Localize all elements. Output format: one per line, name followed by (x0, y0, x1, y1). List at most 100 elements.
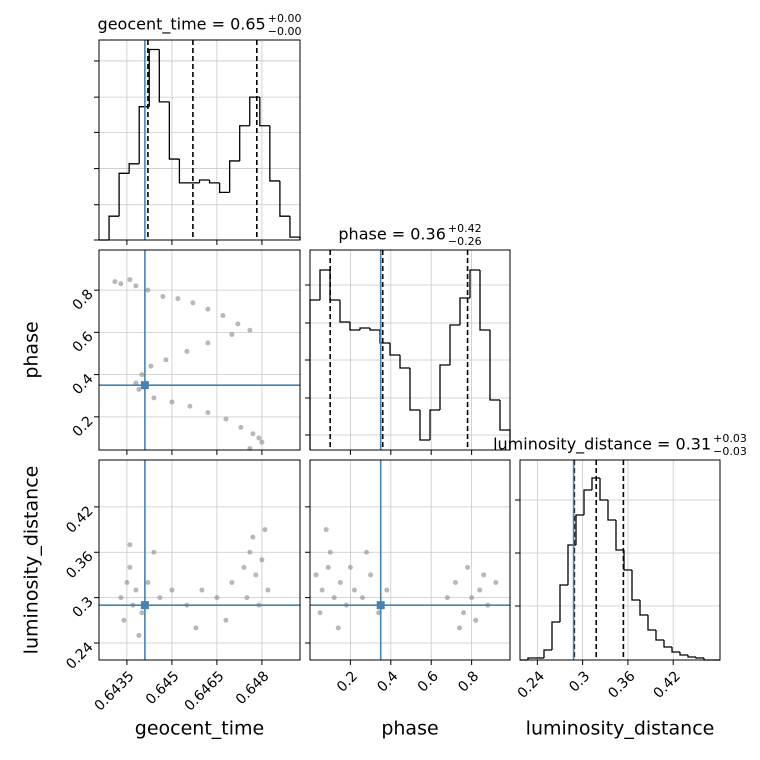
sample-point (136, 632, 142, 638)
sample-point (127, 277, 133, 283)
hist-bin (591, 477, 600, 490)
hist-bin (671, 647, 680, 653)
hist-bin (695, 657, 704, 659)
sample-point (139, 610, 145, 616)
sample-point (169, 587, 175, 593)
hist-bin (158, 49, 170, 103)
sample-point (364, 549, 370, 555)
hist-bin (439, 364, 450, 410)
panel-title: phase = 0.36 (338, 225, 445, 244)
hist-bin (663, 640, 672, 648)
hist-bin (631, 570, 640, 601)
hist-bin (449, 324, 460, 365)
panel-title: luminosity_distance = 0.31 (493, 435, 711, 455)
x-axis-label: phase (381, 718, 438, 740)
y-axis-label: luminosity_distance (21, 466, 43, 655)
hist-bin (679, 652, 688, 656)
sample-point (461, 610, 467, 616)
sample-point (368, 572, 374, 578)
hist-bin (469, 269, 480, 298)
hist-bin (459, 297, 470, 325)
title-lower: −0.26 (448, 235, 482, 248)
sample-point (223, 416, 229, 422)
sample-point (133, 587, 139, 593)
hist-bin (399, 355, 410, 369)
panel-frame (98, 249, 301, 451)
sample-point (223, 617, 229, 623)
sample-point (331, 595, 337, 601)
sample-point (157, 595, 163, 601)
hist-bin (647, 615, 656, 631)
sample-point (241, 564, 247, 570)
x-tick-label: 0.36 (605, 668, 638, 701)
sample-point (124, 579, 130, 585)
title-upper: +0.03 (713, 432, 747, 445)
sample-point (112, 279, 118, 285)
hist-bin (259, 97, 270, 127)
hist-bin (527, 657, 536, 660)
hist-bin (409, 368, 420, 411)
sample-point (444, 595, 450, 601)
sample-point (265, 587, 271, 593)
sample-point (247, 549, 253, 555)
hist-bin (369, 328, 380, 331)
hist-bin (575, 514, 584, 545)
y-tick-label: 0.8 (70, 286, 97, 313)
hist-bin (279, 180, 290, 217)
sample-point (205, 410, 211, 416)
sample-point (452, 579, 458, 585)
sample-point (250, 534, 256, 540)
sample-point (163, 357, 169, 363)
sample-point (317, 610, 323, 616)
sample-point (238, 424, 244, 430)
x-tick-label: 0.42 (651, 668, 684, 701)
sample-point (184, 348, 190, 354)
y-tick-label: 0.4 (70, 371, 97, 398)
sample-point (325, 564, 331, 570)
hist-bin (148, 48, 160, 107)
truth-marker (376, 601, 385, 610)
title-lower: −0.00 (268, 25, 302, 38)
title-upper: +0.00 (268, 12, 302, 25)
hist-bin (607, 500, 616, 521)
hist-bin (289, 216, 301, 240)
sample-point (313, 572, 319, 578)
sample-point (133, 380, 139, 386)
truth-marker (140, 601, 149, 610)
sample-point (139, 372, 145, 378)
hist-bin (208, 180, 220, 184)
hist-bin (479, 270, 490, 331)
hist-bin (229, 160, 240, 193)
hist-bin (118, 172, 130, 217)
sample-point (151, 549, 157, 555)
sample-point (121, 617, 127, 623)
hist-bin (249, 96, 260, 126)
sample-point (151, 395, 157, 401)
x-axis-label: geocent_time (135, 718, 264, 740)
sample-point (337, 579, 343, 585)
hist-bin (419, 410, 430, 441)
hist-bin (639, 600, 648, 616)
hist-bin (168, 101, 180, 160)
sample-point (347, 564, 353, 570)
sample-point (493, 579, 499, 585)
title-upper: +0.42 (448, 222, 482, 235)
hist-bin (583, 489, 592, 515)
sample-point (256, 435, 262, 441)
x-tick-label: 0.2 (334, 668, 361, 695)
x-tick-label: 0.6465 (182, 668, 228, 714)
x-tick-label: 0.4 (374, 668, 401, 695)
hist-bin (339, 300, 350, 323)
sample-point (244, 595, 250, 601)
hist-bin (615, 520, 624, 551)
title-lower: −0.03 (713, 445, 747, 458)
hist-bin (138, 106, 150, 164)
x-tick-label: 0.6435 (92, 668, 138, 714)
hist-bin (309, 299, 320, 450)
sample-point (319, 587, 325, 593)
sample-point (145, 287, 151, 293)
sample-point (187, 403, 193, 409)
hist-bin (178, 159, 190, 184)
x-tick-label: 0.645 (143, 668, 183, 708)
